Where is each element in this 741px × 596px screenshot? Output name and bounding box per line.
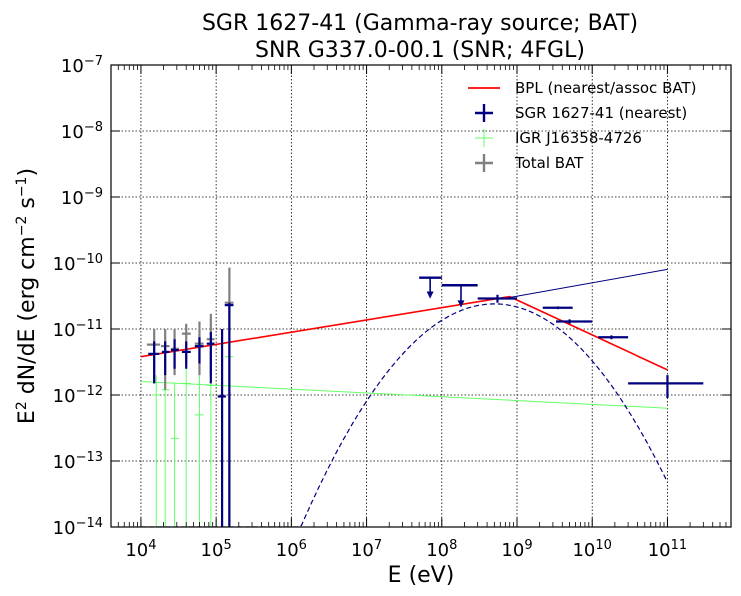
legend-entry: SGR 1627-41 (nearest) [475, 104, 687, 122]
data-point [224, 302, 234, 527]
model-line [140, 295, 668, 371]
legend: BPL (nearest/assoc BAT) SGR 1627-41 (near… [468, 79, 696, 172]
chart-subtitle: SNR G337.0-00.1 (SNR; 4FGL) [255, 38, 585, 63]
data-point [170, 339, 179, 369]
legend-label: SGR 1627-41 (nearest) [515, 104, 687, 122]
chart-title: SGR 1627-41 (Gamma-ray source; BAT) [202, 11, 638, 36]
upper-limit [419, 276, 442, 299]
legend-label: IGR J16358-4726 [515, 129, 642, 147]
data-point [194, 337, 204, 364]
x-tick-label: 107 [351, 538, 382, 562]
x-axis-label: E (eV) [388, 563, 455, 588]
data-point [181, 363, 191, 527]
y-tick-label: 10−9 [61, 186, 103, 210]
legend-entry: Total BAT [475, 154, 584, 172]
data-point [181, 341, 191, 369]
x-tick-label: 108 [426, 538, 457, 562]
upper-limit [441, 284, 478, 308]
data-point [148, 341, 160, 384]
y-tick-label: 10−14 [53, 516, 103, 540]
data-point [194, 368, 204, 527]
data-point [206, 355, 215, 527]
x-tick-label: 106 [276, 538, 307, 562]
data-point [206, 332, 215, 384]
y-axis-label: E2 dN/dE (erg cm−2 s−1) [14, 168, 40, 424]
legend-label: Total BAT [514, 154, 584, 172]
data-point [170, 383, 179, 527]
model-curve [140, 303, 668, 527]
y-tick-label: 10−7 [61, 54, 103, 78]
y-tick-label: 10−11 [53, 318, 103, 342]
y-tick-label: 10−12 [53, 384, 103, 408]
data-point [628, 375, 704, 399]
legend-entry: IGR J16358-4726 [475, 129, 642, 147]
y-tick-label: 10−10 [53, 252, 103, 276]
data-point [217, 329, 226, 527]
plot-content [140, 267, 704, 527]
y-tick-label: 10−8 [61, 120, 103, 144]
data-point [556, 319, 593, 324]
model-line [509, 268, 668, 298]
data-point [477, 294, 518, 303]
legend-entry: BPL (nearest/assoc BAT) [468, 79, 696, 97]
data-point [151, 375, 161, 527]
data-point [161, 368, 170, 527]
x-tick-label: 1010 [572, 538, 611, 562]
x-tick-label: 104 [125, 538, 156, 562]
plot-frame [110, 64, 732, 528]
data-point [161, 341, 170, 376]
y-tick-label: 10−13 [53, 450, 103, 474]
data-point [598, 335, 629, 340]
legend-label: BPL (nearest/assoc BAT) [515, 79, 696, 97]
x-tick-label: 109 [501, 538, 532, 562]
x-tick-label: 1011 [648, 538, 687, 562]
x-tick-label: 105 [201, 538, 232, 562]
data-point [542, 306, 573, 310]
